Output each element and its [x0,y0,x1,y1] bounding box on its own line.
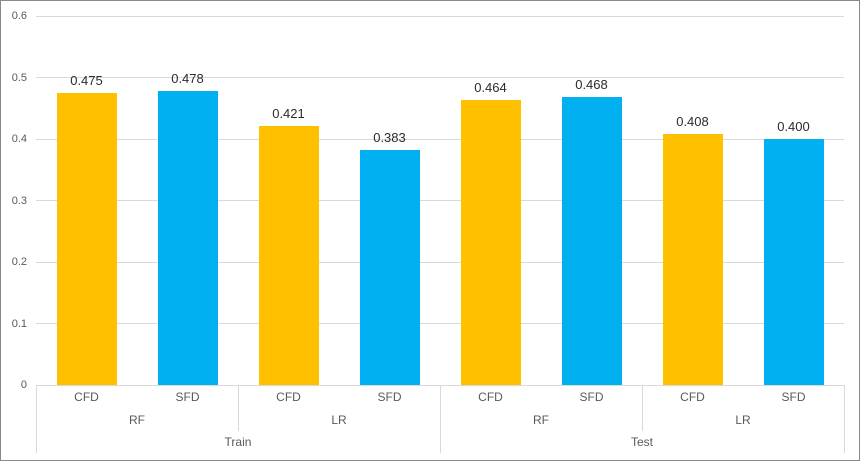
x-axis-category-label: CFD [478,390,503,404]
x-axis-category-label: CFD [680,390,705,404]
y-axis-tick-label: 0.6 [11,10,27,22]
y-gridline [36,323,844,324]
x-axis-category-label: SFD [175,390,200,404]
y-gridline [36,77,844,78]
bar-value-label: 0.478 [171,71,204,86]
x-axis-category-label: CFD [74,390,99,404]
y-gridline [36,15,844,17]
bar-train-rf-sfd [157,91,218,385]
bar-value-label: 0.464 [474,79,507,95]
axis-separator [35,385,37,453]
x-axis-subgroup-label: LR [735,413,751,427]
axis-separator [843,385,845,453]
axis-separator [439,385,441,453]
bar-train-lr-cfd [258,126,319,385]
bar-test-rf-cfd [460,99,521,385]
bar-train-lr-sfd [359,149,420,385]
axis-separator [641,385,643,431]
bar-test-rf-sfd [561,97,622,385]
bar-value-label: 0.400 [777,119,810,134]
y-axis-tick-label: 0.5 [11,71,27,84]
x-axis-subgroup-label: LR [331,413,347,427]
y-axis-tick-label: 0.3 [11,194,27,207]
x-axis-category-label: SFD [377,390,402,404]
x-axis-subgroup-label: RF [533,413,549,427]
y-axis-tick-label: 0.2 [11,256,27,268]
bar-test-lr-cfd [662,134,723,385]
bar-train-rf-cfd [56,92,117,385]
y-axis-tick-label: 0.1 [11,317,27,330]
x-axis-category-label: SFD [781,390,806,404]
bar-value-label: 0.468 [575,77,608,93]
x-axis-category-label: SFD [579,390,604,404]
y-gridline [36,200,844,201]
bar-value-label: 0.408 [676,114,709,130]
bar-value-label: 0.475 [70,72,103,88]
x-axis-subgroup-label: RF [129,413,145,427]
x-axis-category-label: CFD [276,390,301,404]
x-axis-group-label: Test [630,435,653,449]
y-axis-tick-label: 0.4 [11,133,27,145]
bar-value-label: 0.383 [373,129,406,145]
y-axis-tick-label: 0 [20,379,27,391]
y-gridline [36,261,844,263]
axis-separator [237,385,239,431]
y-gridline [36,138,844,140]
x-axis-group-label: Train [224,435,252,449]
bar-value-label: 0.421 [272,106,305,122]
bar-test-lr-sfd [763,139,824,385]
